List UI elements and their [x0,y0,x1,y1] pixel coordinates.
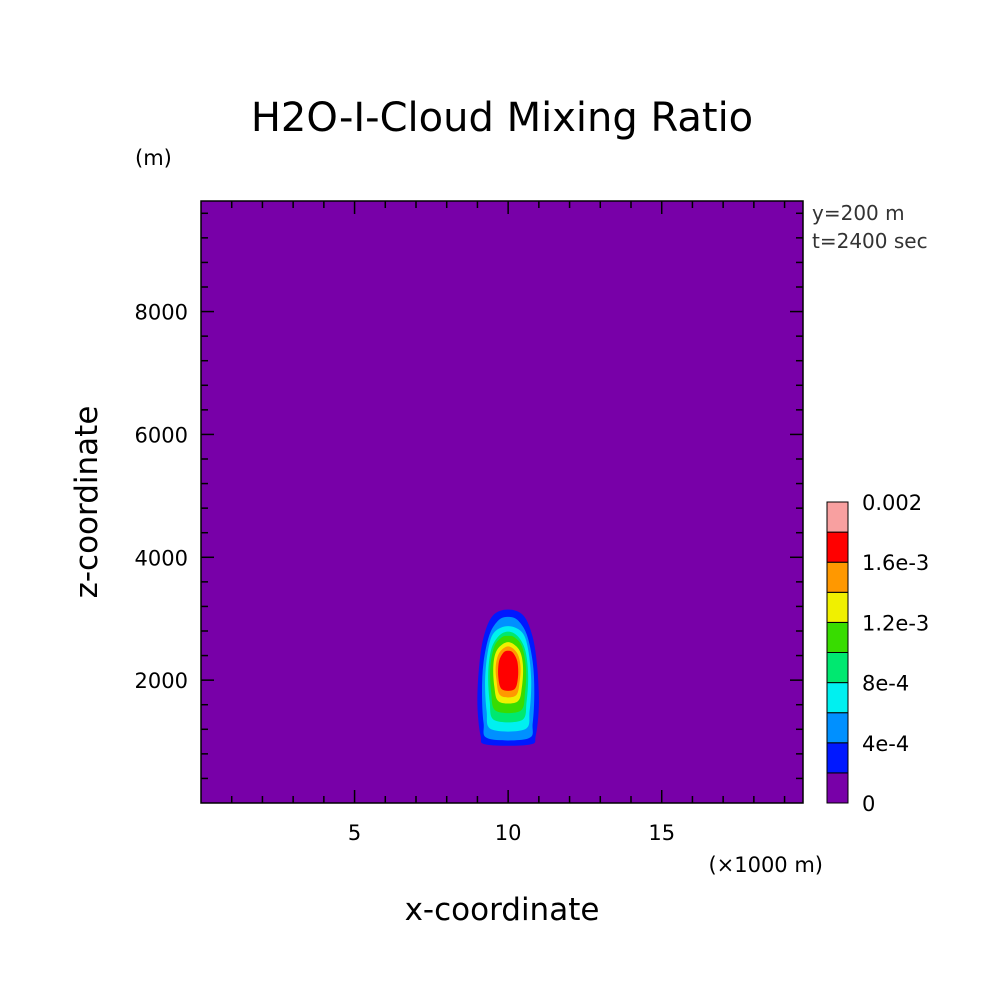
annotation-y-position: y=200 m [812,201,905,225]
colorbar-swatch [826,501,849,533]
y-tick-label: 8000 [135,301,188,325]
colorbar-swatch [826,772,849,804]
y-axis-label: z-coordinate [69,406,105,599]
minor-ticks [201,201,803,803]
x-axis-unit: (×1000 m) [708,853,823,877]
colorbar-swatch [826,531,849,563]
y-tick-label: 2000 [135,669,188,693]
colorbar-label: 0.002 [862,491,922,515]
colorbar-label: 8e-4 [862,672,909,696]
x-tick-label: 5 [348,821,361,845]
contour-layer [477,609,539,746]
colorbar-swatch [826,561,849,593]
x-axis-label: x-coordinate [405,892,600,928]
colorbar-label: 1.2e-3 [862,611,929,635]
colorbar-swatch [826,652,849,684]
colorbar: 0 4e-4 8e-4 1.2e-3 1.6e-3 0.002 [826,491,929,816]
contour-level-0.0016 [498,650,519,691]
colorbar-swatch [826,742,849,774]
colorbar-swatch [826,712,849,744]
y-tick-label: 6000 [135,423,188,447]
plot-frame [200,200,804,804]
annotation-time: t=2400 sec [812,229,928,253]
major-ticks [201,201,803,803]
x-tick-label: 15 [648,821,675,845]
colorbar-swatch [826,682,849,714]
colorbar-label: 1.6e-3 [862,551,929,575]
x-tick-label: 10 [495,821,522,845]
chart-title: H2O-I-Cloud Mixing Ratio [251,95,753,141]
colorbar-swatch [826,591,849,623]
tick-labels: 5 10 15 2000 4000 6000 8000 [135,301,676,845]
colorbar-label: 0 [862,792,875,816]
y-tick-label: 4000 [135,546,188,570]
colorbar-label: 4e-4 [862,732,909,756]
y-axis-unit: (m) [135,146,172,170]
colorbar-swatch [826,621,849,654]
